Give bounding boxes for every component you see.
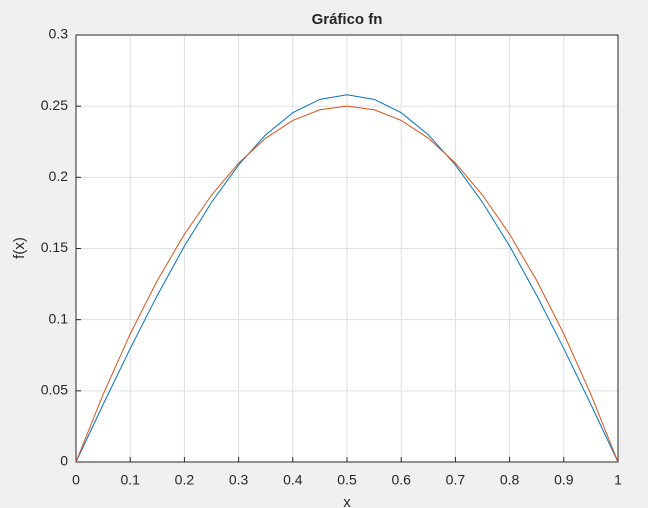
x-tick-label: 0.2 (175, 472, 195, 488)
x-tick-label: 0.3 (229, 472, 249, 488)
y-tick-label: 0 (60, 453, 68, 469)
x-tick-label: 0.1 (120, 472, 140, 488)
x-tick-label: 0.7 (446, 472, 466, 488)
y-tick-label: 0.3 (49, 26, 69, 42)
x-tick-label: 0.4 (283, 472, 303, 488)
x-tick-label: 0.5 (337, 472, 357, 488)
x-axis-label: x (343, 494, 351, 508)
x-tick-label: 0 (72, 472, 80, 488)
y-tick-label: 0.05 (41, 382, 68, 398)
x-tick-label: 1 (614, 472, 622, 488)
line-series (75, 105, 619, 463)
chart-title: Gráfico fn (312, 11, 383, 28)
y-tick-label: 0.25 (41, 97, 68, 113)
y-tick-label: 0.1 (49, 310, 69, 326)
axes-box (75, 34, 619, 463)
x-tick-label: 0.6 (391, 472, 411, 488)
x-tick-label: 0.8 (500, 472, 520, 488)
y-tick-label: 0.2 (49, 168, 69, 184)
y-axis-label: f(x) (11, 237, 28, 259)
x-tick-label: 0.9 (554, 472, 574, 488)
line-series (75, 94, 619, 463)
y-tick-label: 0.15 (41, 239, 68, 255)
